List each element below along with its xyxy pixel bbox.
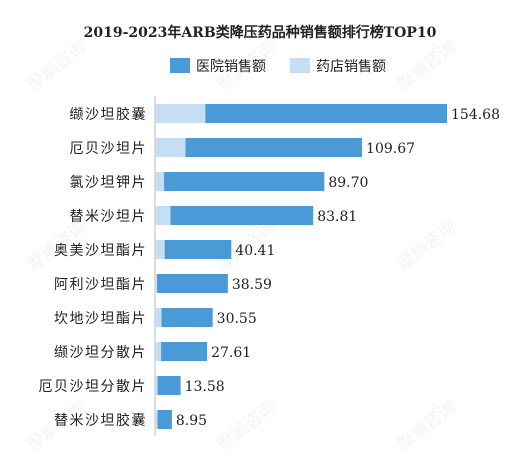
category-label: 阿利沙坦酯片 [54,277,147,293]
value-label: 83.81 [317,209,357,225]
bar-hospital [205,104,447,123]
bar-pharmacy [155,308,162,327]
legend-swatch-hospital [170,58,190,73]
value-label: 30.55 [217,311,257,327]
bar-hospital [164,172,325,191]
category-label: 坎地沙坦酯片 [54,311,147,327]
watermark-text: 摩熵咨询 [394,37,460,95]
value-label: 27.61 [211,345,251,361]
bar-pharmacy [155,410,158,429]
category-label: 替米沙坦片 [70,209,148,225]
value-label: 38.59 [232,277,272,293]
category-label: 氯沙坦钾片 [70,175,148,191]
watermark-text: 摩熵咨询 [214,397,280,455]
bar-pharmacy [155,342,162,361]
category-label: 替米沙坦胶囊 [54,412,147,429]
bar-pharmacy [155,240,165,259]
category-label: 奥美沙坦酯片 [54,242,147,259]
chart-title: 2019-2023年ARB类降压药品种销售额排行榜TOP10 [84,24,437,41]
watermark-text: 摩熵咨询 [394,217,460,275]
bar-hospital [164,240,232,259]
legend: 医院销售额 药店销售额 [170,58,386,75]
bar-pharmacy [155,206,171,225]
bar-hospital [161,342,208,361]
bar-hospital [170,206,314,225]
value-label: 8.95 [176,413,207,429]
bar-hospital [157,410,172,429]
category-label: 厄贝沙坦分散片 [39,379,148,395]
category-label: 缬沙坦胶囊 [70,106,148,123]
bars [155,104,447,429]
value-label: 109.67 [366,141,415,157]
bar-pharmacy [155,104,206,123]
watermark-text: 摩熵咨询 [394,397,460,455]
category-label: 厄贝沙坦片 [70,141,148,157]
bar-hospital [157,376,181,395]
legend-swatch-pharmacy [290,58,310,73]
legend-label-pharmacy: 药店销售额 [316,59,386,75]
bar-pharmacy [155,172,165,191]
value-label: 154.68 [451,107,500,123]
bar-hospital [157,274,228,293]
bar-pharmacy [155,376,158,395]
bar-hospital [185,138,363,157]
bar-hospital [161,308,213,327]
value-label: 13.58 [185,379,225,395]
category-labels: 缬沙坦胶囊厄贝沙坦片氯沙坦钾片替米沙坦片奥美沙坦酯片阿利沙坦酯片坎地沙坦酯片缬沙… [39,106,148,429]
value-label: 89.70 [328,175,368,191]
category-label: 缬沙坦分散片 [54,345,147,361]
bar-pharmacy [155,274,158,293]
legend-label-hospital: 医院销售额 [196,59,266,75]
value-labels: 154.68 109.67 89.70 83.81 40.41 38.59 30.55 27.… [176,107,500,429]
bar-pharmacy [155,138,186,157]
value-label: 40.41 [235,243,275,259]
watermark-text: 摩熵咨询 [24,37,90,95]
